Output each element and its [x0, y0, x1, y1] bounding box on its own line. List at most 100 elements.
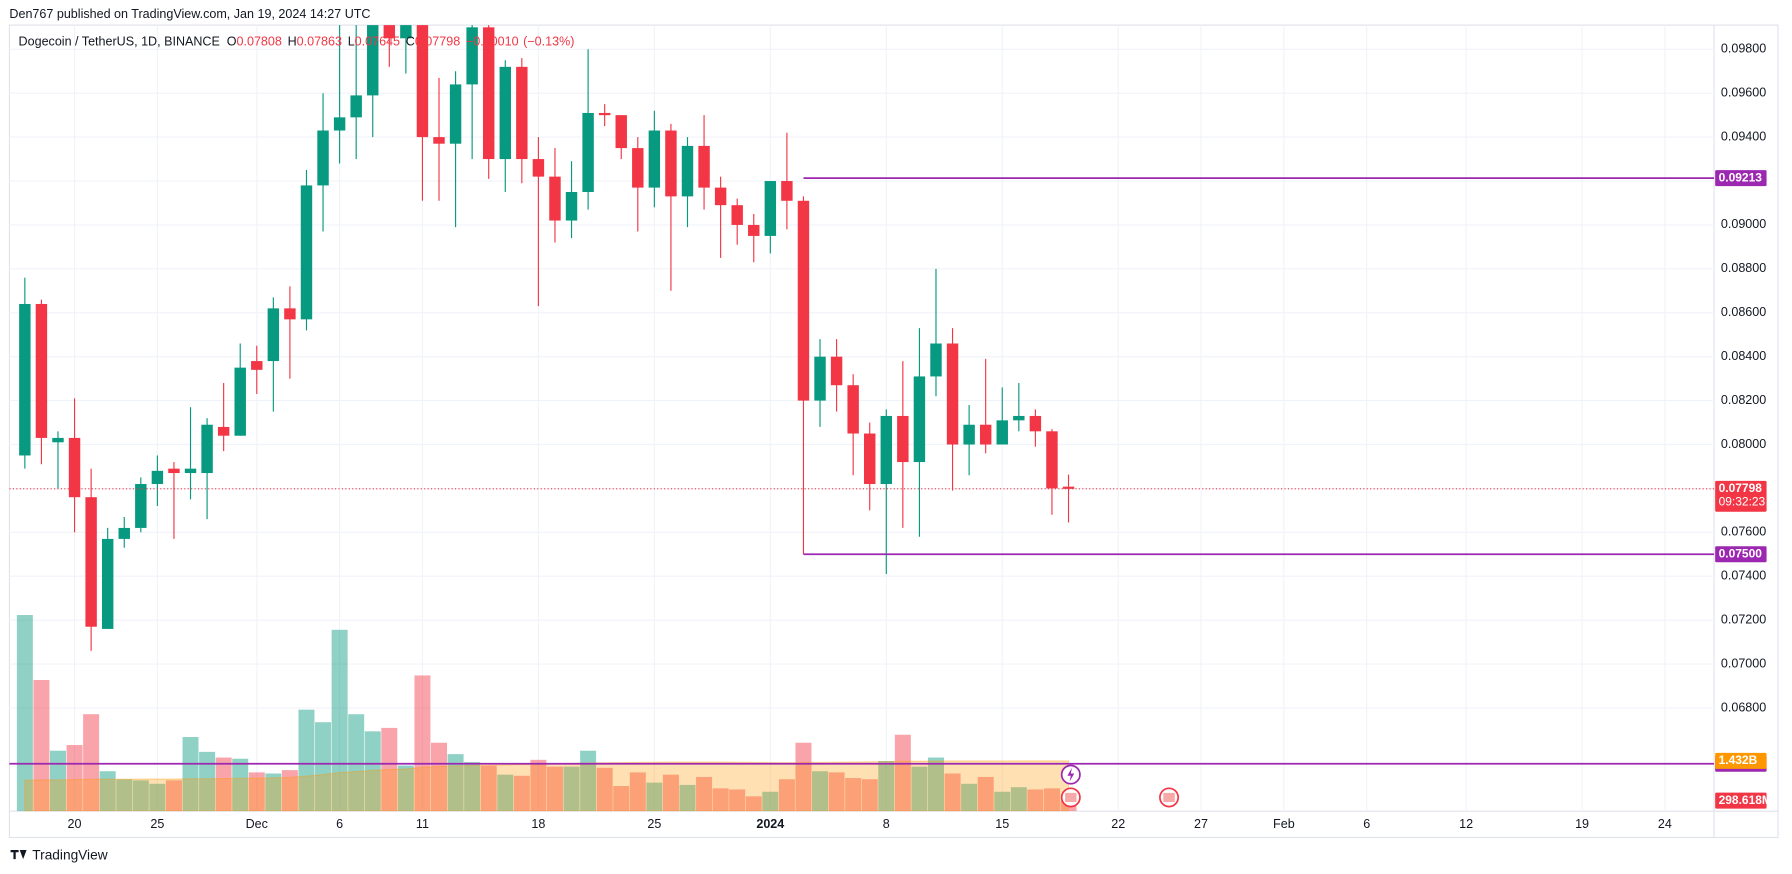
- volume-bar: [497, 774, 514, 812]
- volume-bar: [464, 762, 481, 812]
- y-tick-label: 0.08000: [1721, 437, 1766, 451]
- candle-body: [466, 27, 478, 85]
- y-tick-label: 0.06800: [1721, 700, 1766, 714]
- x-tick-label: 2024: [756, 817, 784, 831]
- candle-body: [367, 25, 379, 96]
- volume-bar: [580, 750, 597, 812]
- volume-bar: [563, 766, 580, 812]
- candle-body: [847, 385, 859, 434]
- candle-body: [267, 308, 280, 362]
- candle-body: [482, 27, 495, 160]
- symbol: Dogecoin / TetherUS, 1D, BINANCE: [19, 35, 220, 49]
- x-tick-label: Feb: [1273, 817, 1295, 831]
- candle-body: [350, 95, 362, 118]
- level-label-bg: [1715, 170, 1767, 187]
- volume-label-bg: [1715, 792, 1767, 809]
- volume-bar: [298, 709, 315, 812]
- volume-bar: [132, 780, 149, 812]
- candle-body: [648, 130, 661, 188]
- y-tick-label: 0.09000: [1721, 217, 1766, 231]
- candle-body: [35, 303, 48, 438]
- volume-bar: [679, 784, 696, 812]
- candle-body: [333, 117, 346, 131]
- x-tick-label: 11: [416, 817, 429, 831]
- x-tick-label: 6: [336, 817, 343, 831]
- candle-body: [118, 527, 130, 539]
- x-tick-label: 15: [995, 817, 1009, 831]
- legend-letter: O: [227, 35, 237, 49]
- candle-body: [797, 200, 810, 401]
- candle-body: [201, 424, 213, 474]
- legend-change-percent: (−0.13%): [523, 35, 574, 49]
- candle-body: [665, 130, 677, 197]
- x-tick-label: 22: [1111, 817, 1125, 831]
- candle-body: [814, 356, 826, 401]
- volume-bar: [315, 722, 332, 812]
- footer-logo: TradingView: [10, 847, 108, 862]
- level-label-bg: [1715, 546, 1767, 563]
- volume-bar: [894, 734, 911, 812]
- volume-bar: [116, 779, 133, 812]
- candle-body: [996, 420, 1008, 445]
- volume-label: 298.618M: [1719, 793, 1772, 807]
- y-tick-label: 0.08200: [1721, 393, 1766, 407]
- y-tick-label: 0.07000: [1721, 656, 1766, 670]
- candle-body: [85, 497, 97, 627]
- x-tick-label: 18: [531, 817, 545, 831]
- header: Den767 published on TradingView.com, Jan…: [9, 7, 370, 21]
- axes: 0.068000.070000.072000.074000.076000.078…: [68, 42, 1772, 832]
- volume-bar: [845, 778, 862, 812]
- y-tick-label: 0.07600: [1721, 525, 1766, 539]
- volume-bar: [861, 779, 878, 812]
- event-icons: [1060, 764, 1180, 808]
- volume-bar: [944, 773, 961, 812]
- volume-bar: [546, 766, 563, 812]
- volume-bar: [83, 714, 100, 812]
- volume-bar: [49, 750, 66, 812]
- volume-ma-label: 1.432B: [1719, 753, 1758, 767]
- volume-bar: [629, 772, 646, 812]
- candle-body: [830, 356, 843, 386]
- x-tick-label: 8: [883, 817, 890, 831]
- y-tick-label: 0.09400: [1721, 129, 1766, 143]
- footer: TradingView: [32, 847, 107, 862]
- volume-bar: [364, 731, 381, 812]
- volume-bar: [149, 783, 166, 812]
- candles: [19, 25, 1075, 651]
- candle-body: [1062, 486, 1075, 489]
- x-tick-label: 27: [1194, 817, 1208, 831]
- volume-bar: [447, 754, 464, 812]
- candle-body: [897, 415, 909, 463]
- candle-body: [731, 205, 743, 225]
- volume-bar: [613, 786, 630, 812]
- legend-letter: C: [406, 35, 415, 49]
- x-tick-label: 6: [1363, 817, 1370, 831]
- volume-bar: [778, 779, 795, 812]
- candle-body: [433, 137, 445, 144]
- volume-bar: [762, 791, 779, 812]
- candle-body: [168, 468, 180, 474]
- volume-bar: [696, 776, 713, 812]
- y-tick-label: 0.08400: [1721, 349, 1766, 363]
- candle-body: [416, 25, 429, 138]
- volume-bar: [248, 772, 265, 812]
- candle-body: [748, 224, 760, 236]
- volume-bar: [397, 765, 414, 812]
- overlays: [9, 177, 1715, 765]
- volume-bar: [662, 774, 679, 812]
- chart-frame: [8, 24, 1779, 839]
- candle-body: [317, 130, 329, 186]
- candle-body: [400, 25, 412, 39]
- volume-bar: [348, 714, 365, 812]
- candle-body: [1046, 431, 1058, 489]
- volume-bar: [977, 776, 994, 812]
- y-tick-label: 0.08800: [1721, 261, 1766, 275]
- countdown: 09:32:23: [1719, 495, 1766, 509]
- x-tick-label: 24: [1658, 817, 1672, 831]
- volume-bar: [795, 742, 812, 812]
- candle-body: [979, 424, 992, 445]
- y-tick-label: 0.09600: [1721, 86, 1766, 100]
- volume-bar: [381, 727, 398, 812]
- volume-bar: [1027, 789, 1044, 812]
